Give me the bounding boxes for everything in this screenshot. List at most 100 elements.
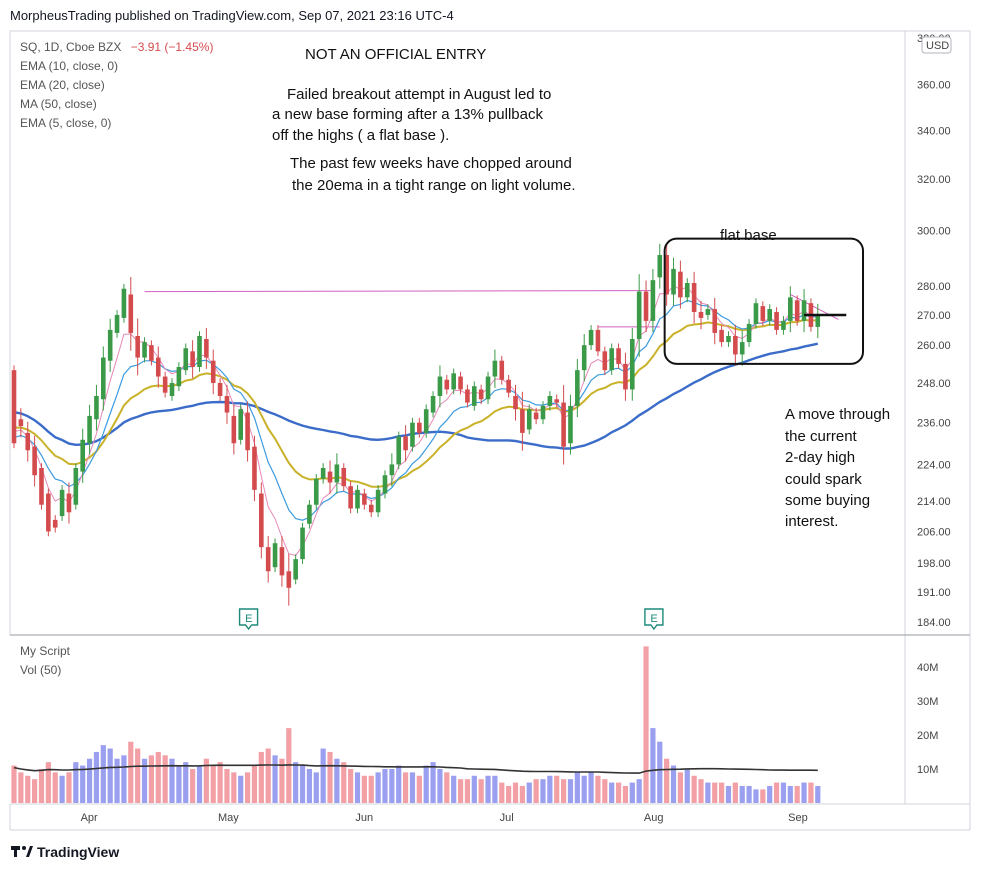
candle-body [561,402,566,447]
candle-body [190,351,195,367]
candle-body [121,288,127,318]
price-tick-label: 206.00 [917,526,951,538]
candle-body [733,335,738,355]
volume-bar [361,775,367,803]
annotation-para3-line6: interest. [785,513,838,530]
volume-bar [320,748,326,803]
candle-body [382,475,388,494]
price-tick-label: 360.00 [917,80,951,92]
candle-body [712,309,718,333]
volume-bar [244,772,251,803]
legend-volume-script[interactable]: My Script [20,644,71,658]
price-tick-label: 260.00 [917,340,951,352]
candle-body [265,547,271,572]
volume-bar [86,758,93,803]
volume-bar [643,646,649,803]
price-tick-label: 280.00 [917,281,951,293]
volume-bar [389,768,395,803]
ma50-line [13,342,819,450]
volume-bar [141,758,148,803]
candle-body [595,329,601,352]
candle-body [458,376,463,390]
volume-bar [348,768,354,803]
candle-body [252,446,257,490]
flat-base-box [663,237,865,365]
candle-body [313,478,319,505]
candle-body [183,348,189,371]
earnings-badge [644,608,664,631]
volume-bar [224,768,230,803]
candle-body [643,291,649,321]
volume-bar [25,775,31,803]
volume-bar [210,765,216,803]
tradingview-logo[interactable]: TradingView [11,844,119,860]
candle-body [355,489,360,509]
volume-bar [705,782,711,803]
candle-body [657,255,663,278]
legend-study-ema5[interactable]: EMA (5, close, 0) [20,116,111,130]
volume-bar [107,748,113,803]
candle-body [575,370,580,406]
annotation-para1-line3: off the highs ( a flat base ). [272,127,449,144]
volume-bar [561,779,567,803]
volume-bar [760,789,766,803]
volume-bar [753,789,759,803]
volume-bar [581,775,587,803]
candle-body [52,519,58,528]
candle-body [176,366,182,387]
volume-bar [354,772,361,803]
annotation-para3-line4: could spark [785,471,862,488]
earnings-marker: E [644,608,664,631]
volume-bar [100,745,106,803]
volume-bar [794,785,800,803]
candle-body [80,439,85,472]
legend-study-ema10[interactable]: EMA (10, close, 0) [20,59,118,73]
volume-bar [746,785,752,803]
candle-body [499,360,505,380]
candle-body [753,303,759,324]
candle-body [73,468,79,505]
tradingview-logo-icon [11,846,33,857]
volume-bar [574,772,580,803]
volume-bar [18,772,24,803]
candle-body [114,314,120,333]
candle-body [788,297,793,321]
candle-body [341,468,347,487]
price-tick-label: 198.00 [917,558,951,570]
candle-body [513,395,518,410]
candle-body [327,471,333,483]
moving-averages [13,284,819,557]
volume-bar [588,772,594,803]
volume-bar [306,768,313,803]
candle-body [18,419,24,427]
candle-body [417,422,422,433]
earnings-badge [238,608,259,631]
currency-badge[interactable]: USD [921,36,952,54]
candle-body [334,464,340,483]
candle-body [554,399,560,403]
volume-bar [808,782,814,803]
candle-body [746,323,752,343]
earnings-label: E [650,613,657,625]
legend-study-ma50[interactable]: MA (50, close) [20,97,97,111]
month-label: Jul [500,812,514,824]
volume-bar [554,775,560,803]
legend-change: −3.91 (−1.45%) [131,40,214,54]
candle-body [11,370,17,444]
legend-volume-study[interactable]: Vol (50) [20,663,61,677]
candle-body [389,464,395,476]
annotation-para3-line5: some buying [785,492,870,509]
currency-label: USD [926,40,949,52]
candle-body [485,376,491,400]
candle-body [25,432,31,451]
candle-body [210,360,216,383]
legend-study-ema20[interactable]: EMA (20, close) [20,78,105,92]
legend-symbol[interactable]: SQ, 1D, Cboe BZX −3.91 (−1.45%) [20,40,213,54]
volume-bar [251,765,258,803]
volume-bar [773,782,780,803]
candle-body [602,351,608,371]
candle-body [162,376,168,393]
volume-bar [169,758,175,803]
candle-body [238,409,244,440]
